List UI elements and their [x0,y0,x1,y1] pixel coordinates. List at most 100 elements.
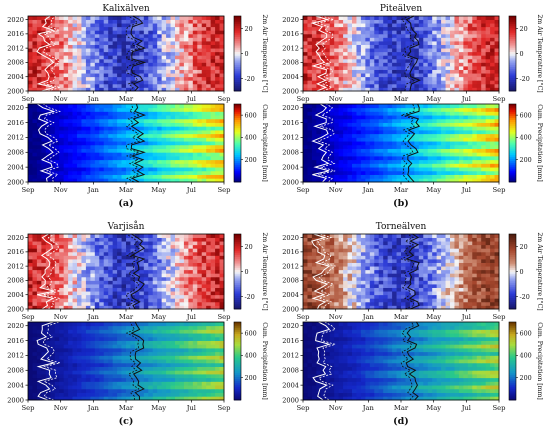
heatmap-cell [94,111,100,116]
heatmap-cell [59,269,65,274]
heatmap-cell [85,19,91,24]
heatmap-cell [369,30,375,35]
heatmap-cell [50,19,56,24]
heatmap-cell [201,30,207,35]
heatmap-cell [183,294,189,299]
heatmap-cell [401,178,406,183]
heatmap-cell [490,80,495,85]
heatmap-cell [175,23,180,28]
heatmap-cell [166,107,171,112]
heatmap-cell [166,37,171,42]
heatmap-cell [192,118,198,123]
heatmap-cell [307,69,313,74]
heatmap-cell [85,33,91,38]
heatmap-cell [183,26,189,31]
heatmap-cell [63,83,69,88]
heatmap-cell [401,174,406,179]
heatmap-cell [103,133,109,138]
colorbar-segment [234,146,241,150]
heatmap-cell [77,16,82,20]
colorbar-segment [234,17,241,21]
heatmap-cell [201,163,207,168]
heatmap-cell [485,126,491,131]
heatmap-cell [85,55,91,60]
x-tick-label: Jul [461,186,471,194]
heatmap-cell [409,69,415,74]
heatmap-cell [210,241,216,246]
heatmap-cell [423,19,429,24]
heatmap-cell [325,55,331,60]
heatmap-cell [152,62,158,67]
heatmap-cell [201,248,207,253]
heatmap-cell [476,141,482,146]
heatmap-cell [325,144,331,149]
colorbar-segment [509,70,516,73]
heatmap-cell [494,137,500,142]
heatmap-cell [81,156,87,161]
overlay-line-white-dashed [316,15,336,92]
heatmap-cell [166,163,171,168]
heatmap-cell [63,126,69,131]
heatmap-cell [117,251,122,256]
heatmap-cell [405,30,411,35]
heatmap-cell [423,170,429,175]
heatmap-cell [383,66,389,70]
heatmap-cell [134,305,140,310]
heatmap-cell [59,37,65,42]
heatmap-cell [343,41,348,45]
heatmap-cell [476,19,482,24]
heatmap-cell [170,291,176,296]
heatmap-cell [45,69,51,74]
heatmap-cell [188,58,194,63]
heatmap-cell [219,144,225,149]
heatmap-cell [369,126,375,131]
heatmap-cell [148,118,154,123]
heatmap-cell [152,44,158,49]
heatmap-cell [148,291,154,296]
heatmap-cell [316,159,322,164]
heatmap-cell [54,262,60,267]
heatmap-cell [197,58,203,63]
heatmap-cell [405,41,411,45]
heatmap-cell [143,255,149,260]
heatmap-cell [441,51,446,56]
heatmap-cell [112,130,118,135]
heatmap-cell [175,305,180,310]
heatmap-cell [139,291,145,296]
heatmap-cell [77,41,82,45]
heatmap-cell [85,148,91,153]
heatmap-cell [454,141,460,146]
heatmap-cell [54,287,60,292]
heatmap-cell [352,83,357,88]
heatmap-cell [72,58,78,63]
heatmap-cell [112,58,118,63]
heatmap-cell [347,137,353,142]
heatmap-cell [28,237,33,242]
heatmap-cell [99,255,105,260]
heatmap-cell [77,37,82,42]
heatmap-cell [458,48,464,53]
heatmap-cell [152,122,158,127]
heatmap-cell [126,174,131,179]
heatmap-cell [427,144,433,149]
heatmap-cell [476,163,482,168]
heatmap-cell [112,237,118,242]
heatmap-cell [206,76,212,81]
heatmap-cell [179,66,185,70]
heatmap-cell [219,152,225,157]
heatmap-cell [183,152,189,157]
heatmap-cell [90,248,96,253]
heatmap-cell [32,126,38,131]
heatmap-cell [414,87,420,92]
heatmap-cell [117,248,122,253]
heatmap-cell [59,33,65,38]
heatmap-cell [41,170,47,175]
heatmap-cell [28,104,33,109]
heatmap-cell [108,148,114,153]
heatmap-cell [157,284,163,288]
heatmap-cell [206,255,212,260]
heatmap-cell [170,255,176,260]
heatmap-cell [143,33,149,38]
heatmap-cell [148,16,154,20]
heatmap-cell [210,83,216,88]
